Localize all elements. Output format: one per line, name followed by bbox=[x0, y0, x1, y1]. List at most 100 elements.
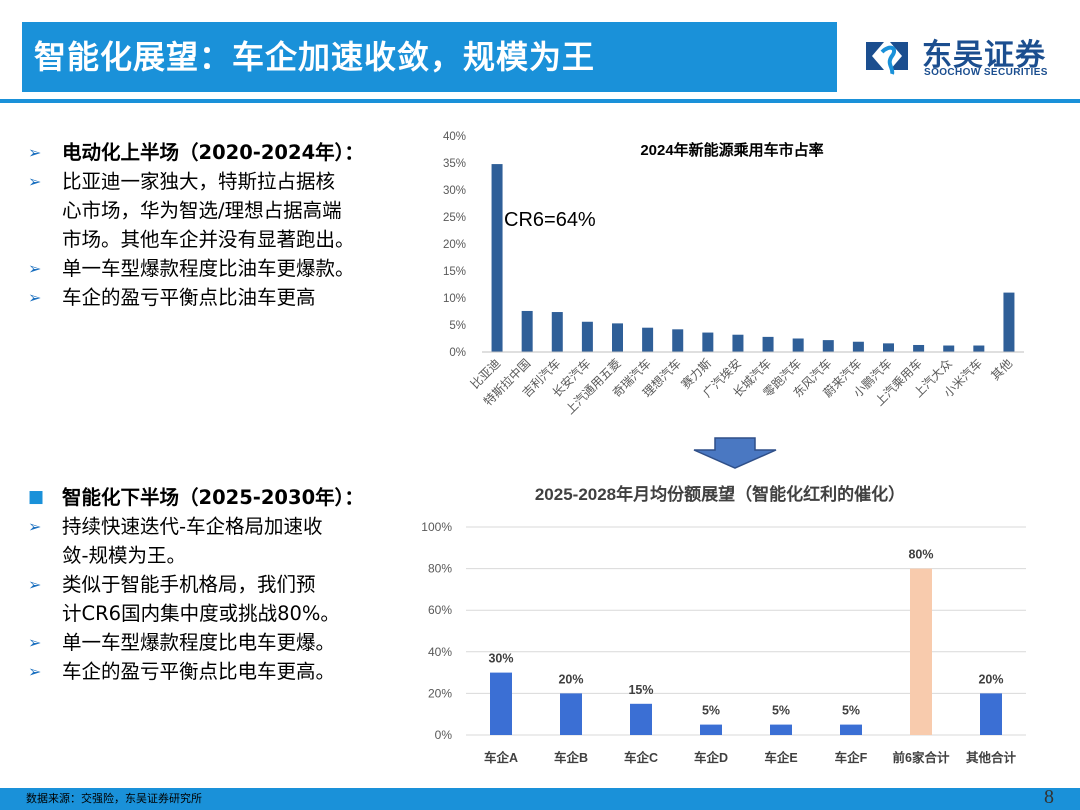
bottom-heading: ■ 智能化下半场（2025-2030年）： bbox=[28, 483, 423, 512]
square-bullet-icon: ■ bbox=[28, 487, 45, 507]
y-tick-label: 20% bbox=[443, 239, 466, 251]
bar bbox=[491, 164, 503, 352]
top-bullet-text: 市场。其他车企并没有显著跑出。 bbox=[62, 228, 355, 251]
bar bbox=[770, 724, 792, 735]
arrow-bullet-icon: ➢ bbox=[28, 288, 42, 307]
arrow-bullet-icon: ➢ bbox=[28, 575, 42, 594]
arrow-bullet-icon: ➢ bbox=[28, 259, 42, 278]
data-label: 20% bbox=[978, 672, 1003, 686]
y-tick-label: 40% bbox=[443, 131, 466, 143]
down-arrow-icon bbox=[693, 437, 777, 469]
top-bullet-list: ➢ 电动化上半场（2020-2024年）： ➢ 比亚迪一家独大，特斯拉占据核心市场，华… bbox=[28, 138, 423, 312]
top-bullet-line: ➢ 单一车型爆款程度比油车更爆款。 bbox=[28, 254, 423, 283]
x-tick-label: 车企B bbox=[554, 750, 588, 765]
bottom-bullet-line: ➢ 持续快速迭代-车企格局加速收 bbox=[28, 512, 423, 541]
y-tick-label: 5% bbox=[449, 320, 466, 332]
bar bbox=[672, 329, 684, 352]
bottom-bullet-text: 类似于智能手机格局，我们预 bbox=[62, 573, 316, 596]
bar bbox=[943, 345, 955, 352]
bottom-bullet-line: ➢ 类似于智能手机格局，我们预 bbox=[28, 570, 423, 599]
bar bbox=[822, 340, 834, 352]
y-tick-label: 0% bbox=[435, 728, 453, 742]
arrow-bullet-icon: ➢ bbox=[28, 172, 42, 191]
bar bbox=[852, 341, 864, 352]
bar bbox=[521, 310, 533, 352]
bar bbox=[973, 345, 985, 352]
top-bullet-text: 车企的盈亏平衡点比油车更高 bbox=[62, 286, 316, 309]
top-bullet-line: 心市场，华为智选/理想占据高端 bbox=[28, 196, 423, 225]
y-tick-label: 10% bbox=[443, 293, 466, 305]
bar bbox=[581, 321, 593, 352]
bar bbox=[490, 672, 512, 735]
bar bbox=[762, 336, 774, 352]
page-title: 智能化展望：车企加速收敛，规模为王 bbox=[34, 38, 596, 76]
top-bullet-text: 心市场，华为智选/理想占据高端 bbox=[62, 199, 342, 222]
bar bbox=[630, 703, 652, 735]
title-bar: 智能化展望：车企加速收敛，规模为王 bbox=[22, 22, 837, 92]
logo-name-cn: 东吴证券 bbox=[922, 38, 1046, 73]
x-tick-label: 车企C bbox=[624, 750, 658, 765]
data-label: 5% bbox=[772, 704, 790, 718]
top-bullet-line: ➢ 车企的盈亏平衡点比油车更高 bbox=[28, 283, 423, 312]
bottom-bullet-text: 敛-规模为王。 bbox=[62, 544, 187, 567]
cr6-annotation: CR6=64% bbox=[504, 209, 596, 231]
page-number: 8 bbox=[1044, 786, 1054, 808]
data-label: 20% bbox=[558, 672, 583, 686]
top-bullet-line: ➢ 比亚迪一家独大，特斯拉占据核 bbox=[28, 167, 423, 196]
bar bbox=[792, 338, 804, 352]
bar bbox=[702, 332, 714, 352]
bar bbox=[910, 568, 932, 735]
data-label: 30% bbox=[488, 652, 513, 666]
x-tick-label: 其他 bbox=[988, 356, 1015, 383]
bar bbox=[612, 323, 623, 352]
bar bbox=[840, 724, 862, 735]
y-tick-label: 20% bbox=[428, 686, 452, 700]
header-divider bbox=[0, 99, 1080, 103]
y-tick-label: 35% bbox=[443, 158, 466, 170]
company-logo: 东吴证券 SOOCHOW SECURITIES bbox=[862, 30, 1062, 84]
arrow-bullet-icon: ➢ bbox=[28, 662, 42, 681]
bar bbox=[883, 343, 894, 352]
chart-title: 2024年新能源乘用车市占率 bbox=[640, 141, 823, 159]
logo-name-en: SOOCHOW SECURITIES bbox=[924, 67, 1048, 78]
y-tick-label: 0% bbox=[449, 347, 466, 359]
bottom-bullet-text: 计CR6国内集中度或挑战80%。 bbox=[62, 602, 340, 625]
bottom-bullet-list: ■ 智能化下半场（2025-2030年）： ➢ 持续快速迭代-车企格局加速收 敛-规模为… bbox=[28, 483, 423, 686]
bottom-bullet-text: 持续快速迭代-车企格局加速收 bbox=[62, 515, 323, 538]
soochow-logo-icon bbox=[866, 42, 908, 75]
bar bbox=[551, 312, 563, 352]
bottom-bullet-line: ➢ 单一车型爆款程度比电车更爆。 bbox=[28, 628, 423, 657]
bar bbox=[560, 693, 582, 735]
data-source-note: 数据来源：交强险，东吴证券研究所 bbox=[26, 792, 202, 805]
footer-bar bbox=[0, 788, 1080, 810]
bar bbox=[1003, 292, 1015, 352]
arrow-bullet-icon: ➢ bbox=[28, 633, 42, 652]
data-label: 5% bbox=[702, 704, 720, 718]
x-tick-label: 其他合计 bbox=[966, 750, 1017, 765]
share-outlook-2025-2028-chart: 2025-2028年月均份额展望（智能化红利的催化） 0% 20% 40% 60% 80%… bbox=[421, 484, 1026, 765]
chart-title: 2025-2028年月均份额展望（智能化红利的催化） bbox=[535, 484, 905, 504]
bottom-bullet-text: 车企的盈亏平衡点比电车更高。 bbox=[62, 660, 336, 683]
bar bbox=[980, 693, 1002, 735]
y-tick-label: 40% bbox=[428, 645, 452, 659]
y-tick-label: 60% bbox=[428, 603, 452, 617]
y-tick-label: 30% bbox=[443, 185, 466, 197]
bottom-bullet-line: 敛-规模为王。 bbox=[28, 541, 423, 570]
bottom-heading-text: 智能化下半场（2025-2030年）： bbox=[62, 486, 364, 509]
top-heading: ➢ 电动化上半场（2020-2024年）： bbox=[28, 138, 423, 167]
bar bbox=[642, 327, 654, 352]
bar bbox=[700, 724, 722, 735]
x-tick-label: 前6家合计 bbox=[893, 750, 950, 765]
bottom-bullet-line: 计CR6国内集中度或挑战80%。 bbox=[28, 599, 423, 628]
y-tick-label: 15% bbox=[443, 266, 466, 278]
top-heading-text: 电动化上半场（2020-2024年）： bbox=[62, 141, 364, 164]
top-bullet-text: 单一车型爆款程度比油车更爆款。 bbox=[62, 257, 355, 280]
x-tick-label: 车企F bbox=[835, 750, 868, 765]
bottom-bullet-line: ➢ 车企的盈亏平衡点比电车更高。 bbox=[28, 657, 423, 686]
y-tick-label: 25% bbox=[443, 212, 466, 224]
x-tick-label: 车企E bbox=[764, 750, 797, 765]
x-tick-label: 车企A bbox=[484, 750, 518, 765]
y-tick-label: 80% bbox=[428, 562, 452, 576]
arrow-bullet-icon: ➢ bbox=[28, 143, 42, 162]
